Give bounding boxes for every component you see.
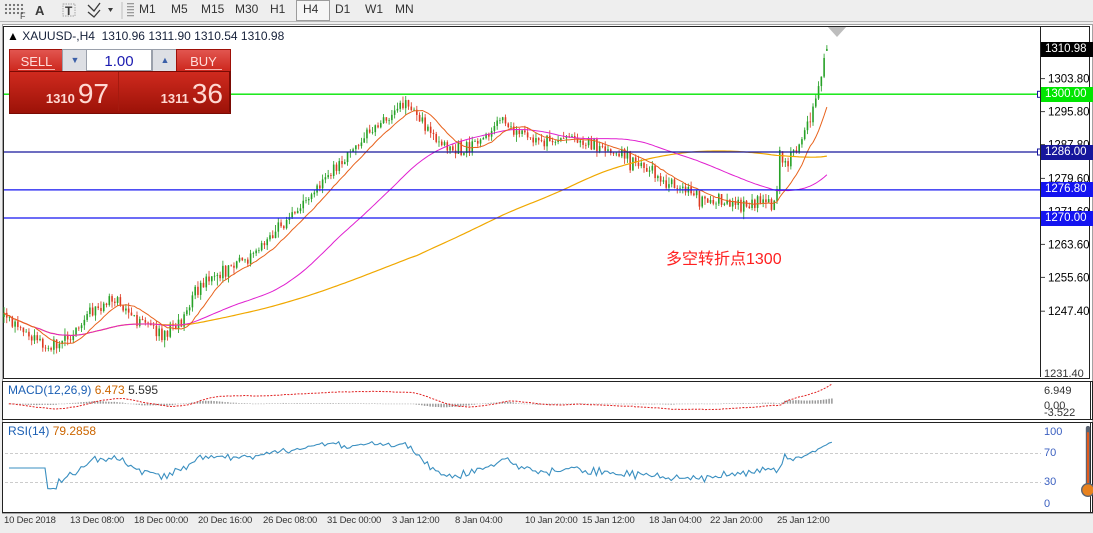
svg-text:1247.40: 1247.40 <box>1048 306 1090 318</box>
svg-text:1303.80: 1303.80 <box>1048 74 1090 86</box>
svg-text:多空转折点1300: 多空转折点1300 <box>666 250 782 268</box>
svg-text:1263.60: 1263.60 <box>1048 239 1090 251</box>
svg-text:1255.60: 1255.60 <box>1048 272 1090 284</box>
svg-text:1295.80: 1295.80 <box>1048 107 1090 119</box>
